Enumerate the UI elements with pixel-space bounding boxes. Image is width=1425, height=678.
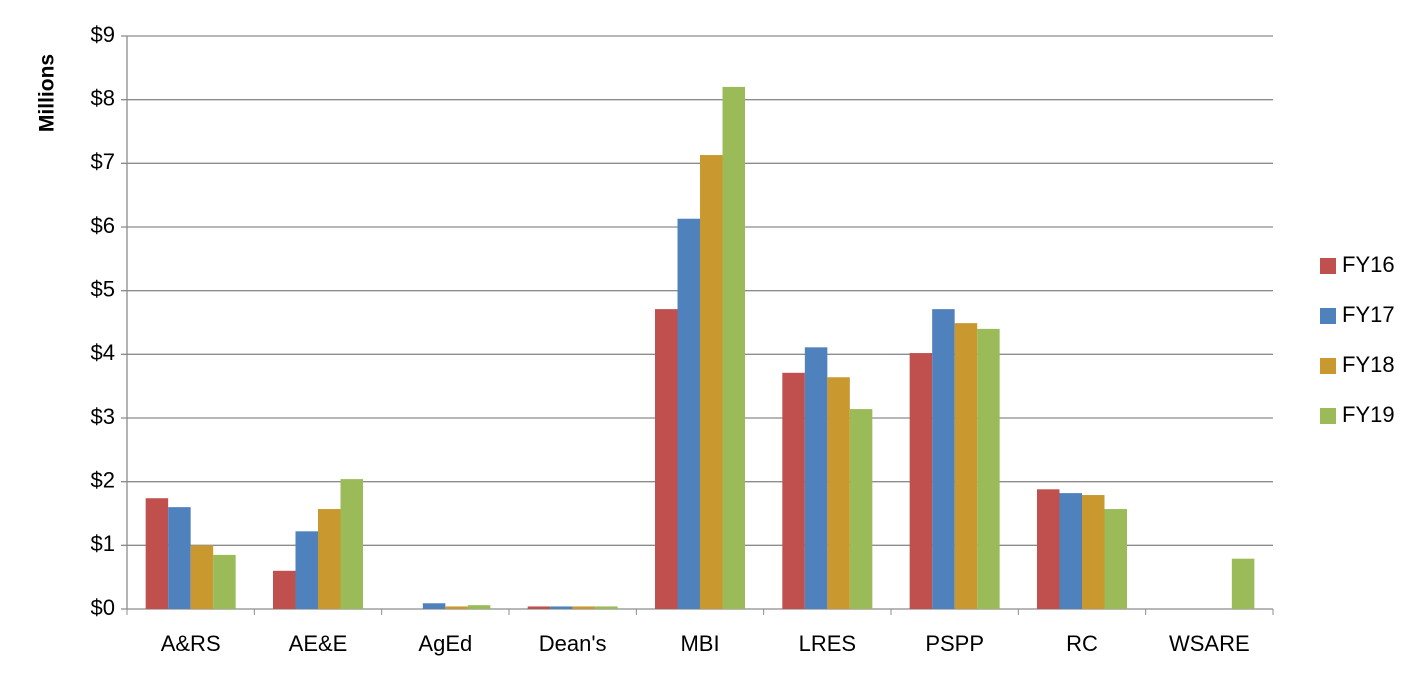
y-tick-label: $8 <box>91 85 115 110</box>
bar <box>318 509 341 609</box>
bar <box>655 309 678 609</box>
bar <box>213 554 236 609</box>
x-tick-label: AE&E <box>289 631 348 656</box>
bar <box>295 531 318 609</box>
bar <box>722 86 745 609</box>
bar <box>977 328 1000 609</box>
x-tick-label: PSPP <box>925 631 984 656</box>
x-tick-label: AgEd <box>418 631 472 656</box>
bar <box>932 309 955 609</box>
legend-label: FY19 <box>1342 402 1395 427</box>
x-tick-label: RC <box>1066 631 1098 656</box>
bar <box>422 603 446 609</box>
x-tick-label: WSARE <box>1169 631 1250 656</box>
y-tick-label: $1 <box>91 531 115 556</box>
legend-swatch <box>1320 358 1336 374</box>
bar <box>340 479 363 609</box>
bar <box>527 606 551 609</box>
x-tick-label: MBI <box>680 631 719 656</box>
bar <box>145 498 169 609</box>
legend-swatch <box>1320 308 1336 324</box>
y-tick-label: $4 <box>91 340 115 365</box>
legend-label: FY17 <box>1342 302 1395 327</box>
bar <box>1082 495 1105 609</box>
bar <box>273 570 296 609</box>
y-tick-label: $2 <box>91 467 115 492</box>
x-tick-label: LRES <box>799 631 856 656</box>
y-tick-label: $6 <box>91 213 115 238</box>
bar <box>677 218 700 609</box>
bar <box>445 606 468 609</box>
y-tick-label: $7 <box>91 149 115 174</box>
bar <box>595 606 618 609</box>
y-tick-label: $3 <box>91 404 115 429</box>
legend-label: FY16 <box>1342 252 1395 277</box>
bar <box>550 606 573 609</box>
legend-swatch <box>1320 408 1336 424</box>
bar <box>572 606 596 609</box>
bar <box>827 377 850 609</box>
x-tick-label: A&RS <box>161 631 221 656</box>
bar <box>168 507 191 609</box>
bar <box>1037 489 1060 609</box>
bar <box>849 409 873 609</box>
y-axis-label: Millions <box>36 54 59 132</box>
bar <box>467 605 491 609</box>
bar <box>1104 509 1127 609</box>
y-tick-label: $0 <box>91 595 115 620</box>
legend-label: FY18 <box>1342 352 1395 377</box>
bar <box>954 323 978 609</box>
bar <box>1231 558 1255 609</box>
bar <box>700 155 723 609</box>
y-tick-label: $9 <box>91 22 115 47</box>
bar <box>804 347 828 609</box>
bar <box>782 372 805 609</box>
bar <box>190 545 214 609</box>
bar <box>1059 493 1082 609</box>
y-tick-label: $5 <box>91 276 115 301</box>
bar <box>909 353 933 609</box>
x-tick-label: Dean's <box>539 631 607 656</box>
legend-swatch <box>1320 258 1336 274</box>
